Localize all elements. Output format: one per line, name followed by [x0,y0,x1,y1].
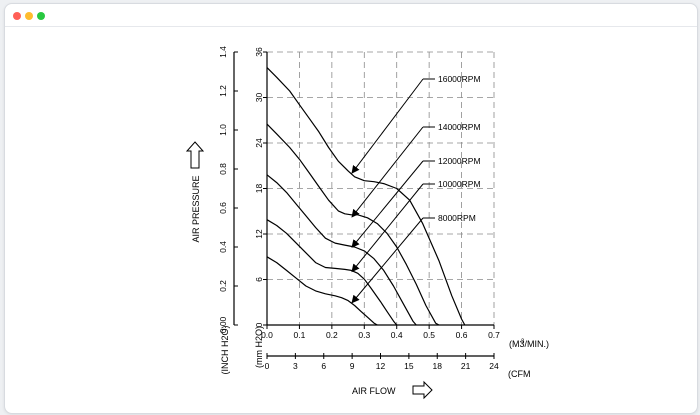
close-window-button[interactable] [13,12,21,20]
y-unit-mm-label: (mm H2O) [254,326,264,368]
curve-16000rpm [266,67,466,326]
x-tick-label-cfm: 21 [461,361,471,371]
curve-10000rpm [266,219,398,326]
x-tick-label-cfm: 0 [265,361,270,371]
annotation-arrow-14000rpm [351,126,424,218]
x-tick-label-cfm: 18 [433,361,443,371]
curve-14000rpm [266,123,440,326]
annotation-label-12000rpm: 12000RPM [438,156,481,166]
app-window: 16000RPM 14000RPM 12000RPM 10000RPM 8000RPM … [4,3,698,414]
x-tick-label-cfm: 15 [404,361,414,371]
annotation-arrow-8000rpm [351,217,424,304]
x-tick-label-m3min: 0.4 [391,330,403,340]
y-tick-label-mm: 12 [254,229,264,239]
y-tick-label-inch: 1.0 [218,124,228,136]
x-tick-label-cfm: 12 [376,361,386,371]
chart-ticks: 0.0 0.1 0.2 0.3 0.4 0.5 0.6 0.70612182430360.00… [218,46,525,371]
x-tick-label-cfm: 3 [293,361,298,371]
y-unit-inch-label: (INCH H2O) [220,325,230,374]
y-tick-label-mm: 18 [254,184,264,194]
x-tick-label-m3min: 0.0 [261,330,273,340]
minimize-window-button[interactable] [25,12,33,20]
y-tick-label-mm: 0 [254,322,264,327]
pressure-up-arrow-icon [185,141,205,169]
annotation-label-10000rpm: 10000RPM [438,179,481,189]
y-tick-label-mm: 6 [254,277,264,282]
x-tick-label-m3min: 0.3 [358,330,370,340]
x-tick-label-m3min: 0.7 [488,330,500,340]
x-unit-cfm-label: (CFM [508,369,531,379]
x-axis-title: AIR FLOW [352,386,396,396]
fan-performance-chart: 16000RPM14000RPM12000RPM10000RPM8000RPM … [185,46,549,400]
x-tick-label-m3min: 0.2 [326,330,338,340]
y-tick-label-inch: 0.8 [218,163,228,175]
maximize-window-button[interactable] [37,12,45,20]
x-tick-label-m3min: 0.6 [456,330,468,340]
y-tick-label-inch: 0.4 [218,241,228,253]
annotation-arrow-10000rpm [351,183,424,273]
title-divider [5,26,697,27]
annotation-label-14000rpm: 14000RPM [438,122,481,132]
annotation-arrow-16000rpm [351,78,424,174]
x-tick-label-m3min: 0.1 [294,330,306,340]
title-bar [5,4,697,26]
x-tick-label-cfm: 24 [489,361,499,371]
x-unit-m3min-label: (M3/MIN.) [509,339,549,349]
chart-grid [267,51,495,325]
curve-12000rpm [266,174,417,326]
chart-annotations: 16000RPM 14000RPM 12000RPM 10000RPM 8000RPM [351,74,481,304]
y-tick-label-mm: 30 [254,93,264,103]
y-tick-label-mm: 24 [254,138,264,148]
x-unit-superscript: 3 [521,339,525,345]
y-tick-label-inch: 1.4 [218,46,228,58]
annotation-arrow-12000rpm [351,160,424,248]
y-axis-title: AIR PRESSURE [191,175,201,242]
y-tick-label-inch: 0.2 [218,280,228,292]
y-tick-label-inch: 1.2 [218,85,228,97]
flow-right-arrow-icon [412,380,433,400]
y-tick-label-inch: 0.00 [218,316,228,333]
x-tick-label-cfm: 6 [321,361,326,371]
annotation-label-16000rpm: 16000RPM [438,74,481,84]
x-tick-label-cfm: 9 [350,361,355,371]
annotation-label-8000rpm: 8000RPM [438,213,476,223]
y-tick-label-inch: 0.6 [218,202,228,214]
y-tick-label-mm: 36 [254,47,264,57]
curve-8000rpm [266,256,378,326]
x-tick-label-m3min: 0.5 [423,330,435,340]
